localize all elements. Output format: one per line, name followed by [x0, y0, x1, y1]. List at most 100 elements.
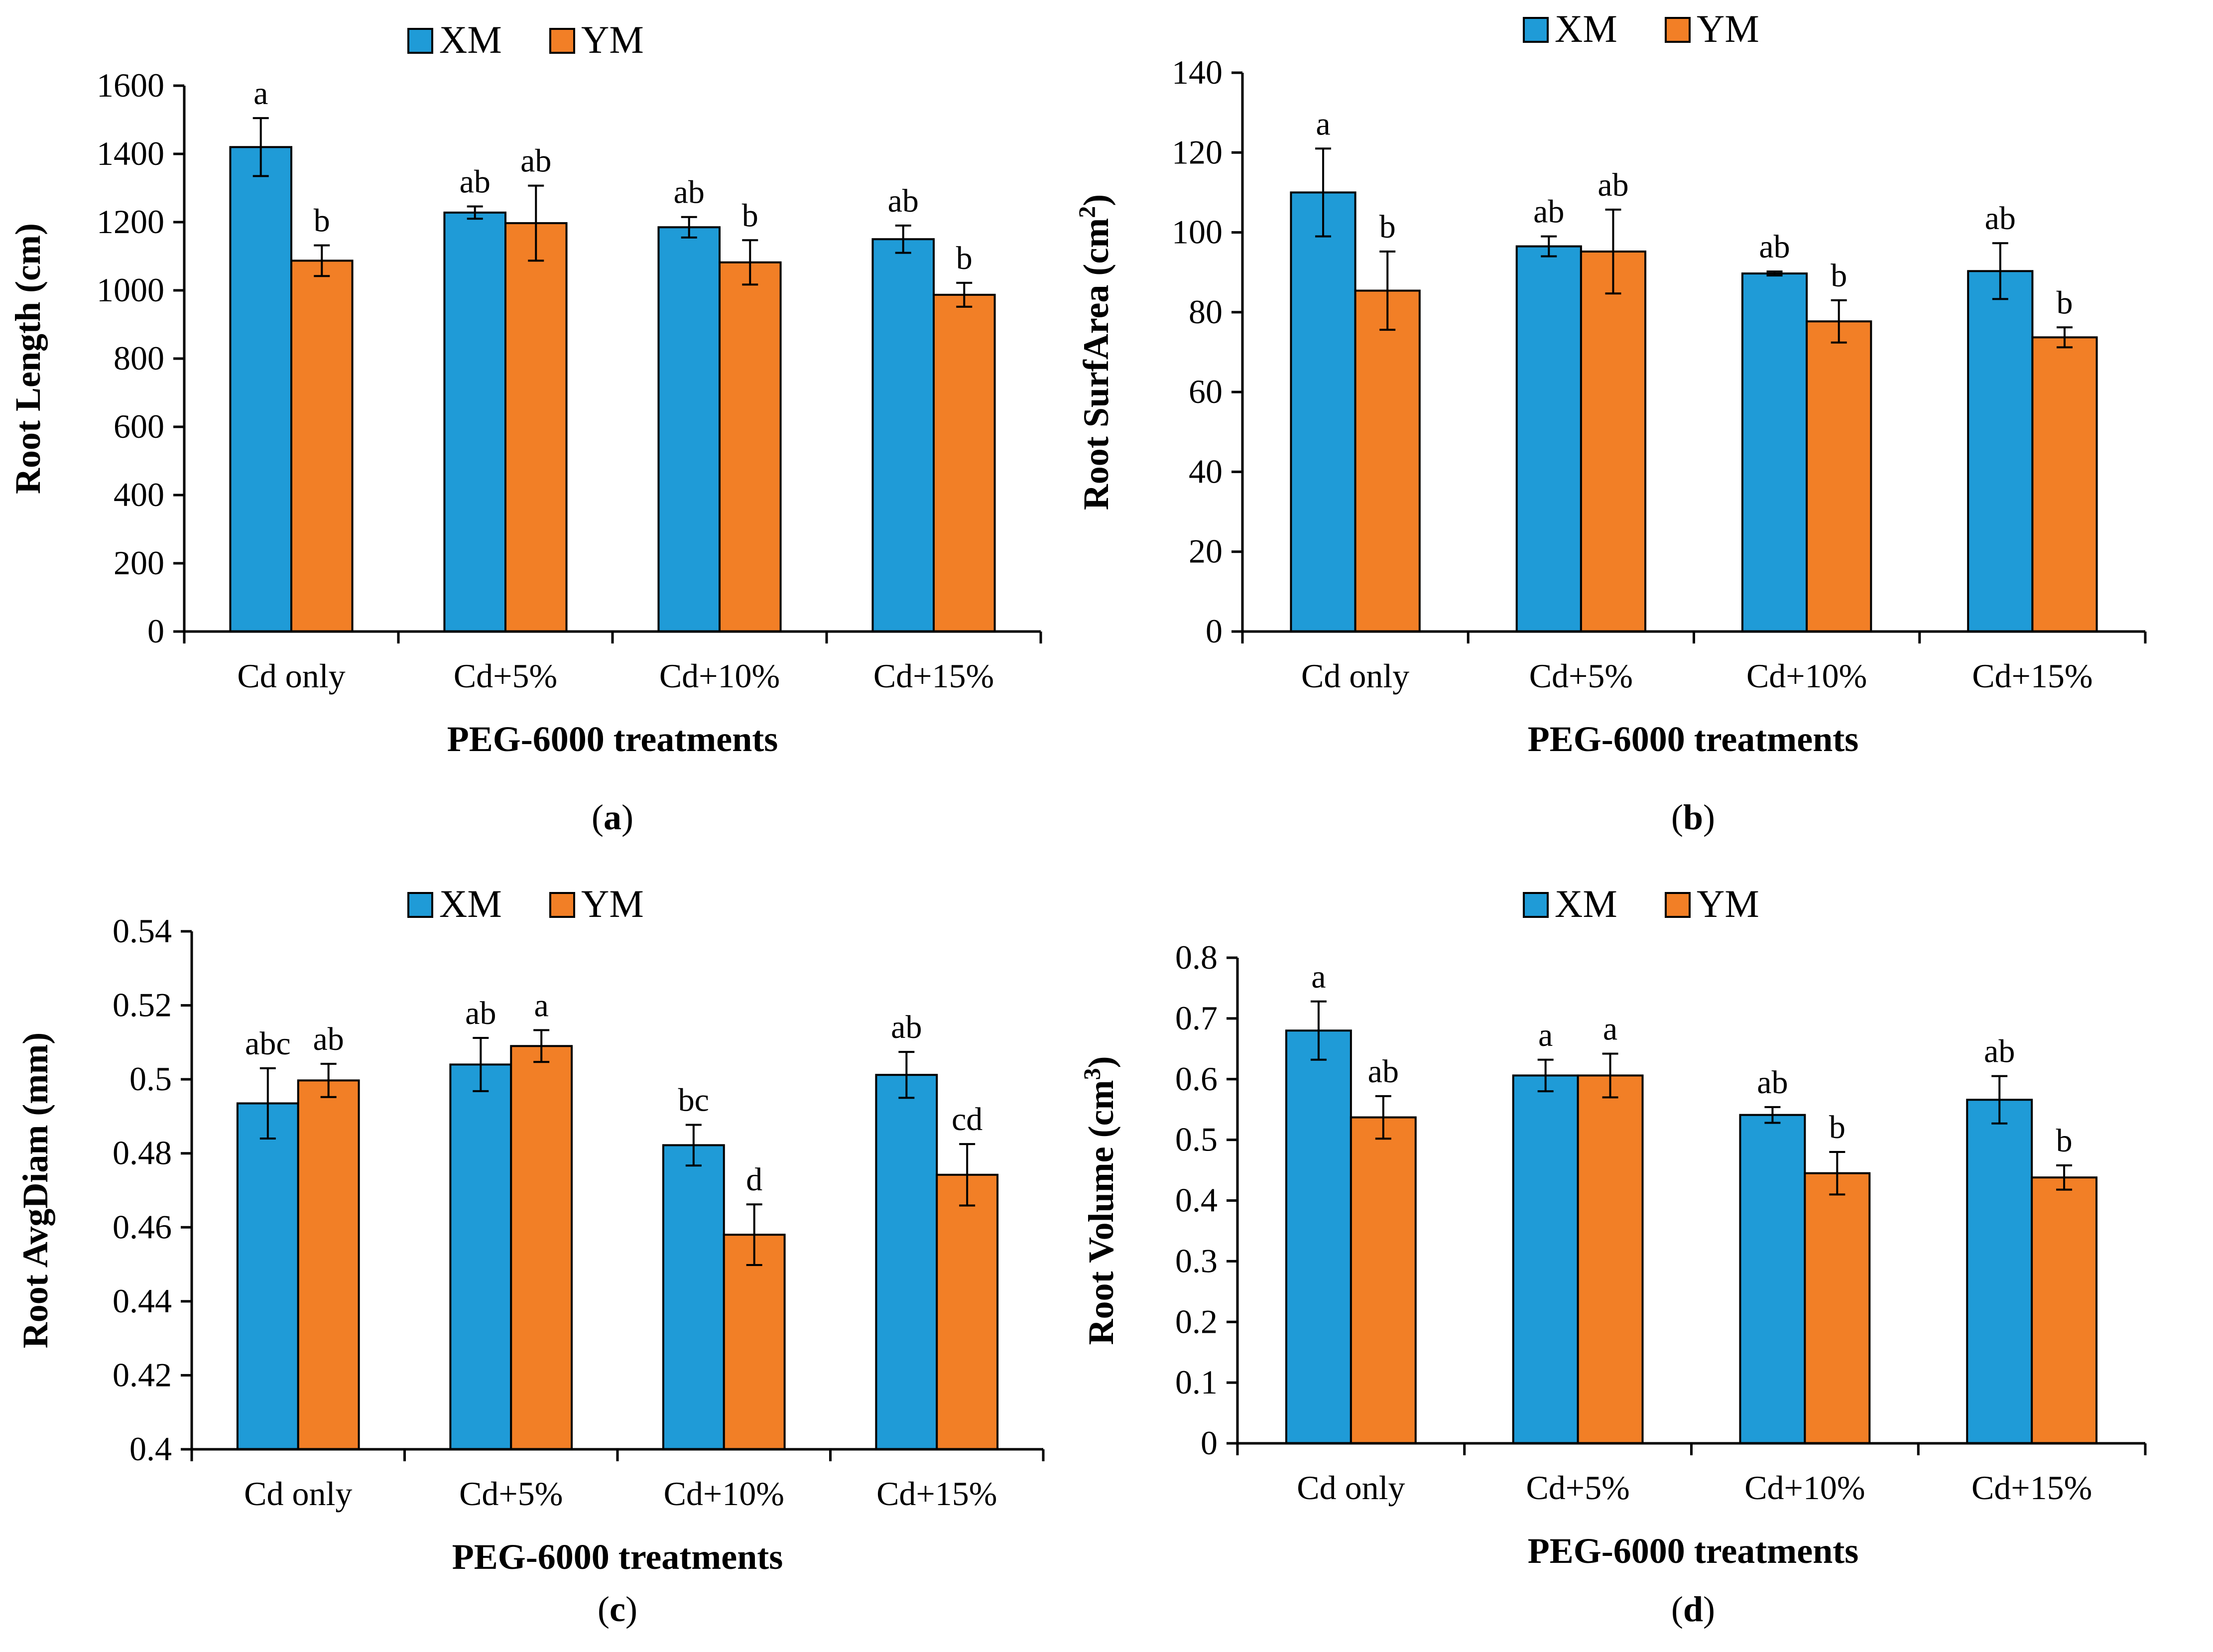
legend: XM YM — [407, 882, 644, 925]
y-tick-label: 0.4 — [1175, 1181, 1218, 1219]
panel-label: (c) — [598, 1589, 637, 1629]
x-tick-label: Cd only — [237, 657, 345, 695]
significance-label: ab — [460, 163, 491, 200]
y-tick-label: 0.54 — [113, 912, 172, 950]
bar-ym-0 — [1354, 289, 1421, 633]
significance-label: ab — [888, 183, 919, 219]
legend: XM YM — [1523, 882, 1759, 925]
x-tick-label: Cd+15% — [1972, 657, 2092, 695]
x-tick-label: Cd+5% — [1526, 1469, 1629, 1507]
significance-label: ab — [1368, 1053, 1399, 1090]
significance-label: d — [746, 1161, 762, 1198]
legend-swatch-xm — [407, 892, 433, 918]
y-tick-label: 0.46 — [113, 1208, 172, 1246]
bar-xm-3 — [875, 1074, 938, 1450]
y-tick-label: 60 — [1189, 373, 1223, 410]
y-tick-label: 0.4 — [129, 1430, 172, 1468]
legend-label-ym: YM — [581, 882, 644, 925]
panel-label: (d) — [1671, 1589, 1715, 1629]
legend-swatch-ym — [549, 892, 575, 918]
y-tick-label: 20 — [1189, 532, 1223, 570]
bar-ym-3 — [933, 293, 996, 633]
bar-ym-0 — [1350, 1116, 1417, 1444]
y-tick-label: 200 — [114, 544, 164, 582]
significance-label: a — [1603, 1011, 1617, 1047]
significance-label: ab — [313, 1021, 344, 1057]
legend-swatch-ym — [1665, 17, 1691, 43]
x-tick-label: Cd+15% — [876, 1475, 997, 1513]
bar-ym-2 — [1804, 1172, 1871, 1444]
bar-xm-2 — [1741, 272, 1808, 633]
significance-label: a — [534, 987, 549, 1023]
bar-ym-2 — [723, 1234, 786, 1450]
y-tick-label: 1000 — [97, 271, 164, 309]
y-tick-label: 0 — [1206, 612, 1223, 650]
significance-label: a — [1311, 959, 1326, 995]
bar-ym-2 — [719, 261, 782, 633]
significance-label: abc — [245, 1025, 291, 1062]
bar-xm-1 — [1512, 1074, 1579, 1444]
y-axis-label: Root SurfArea (cm2) — [1074, 194, 1116, 510]
x-axis-label: PEG-6000 treatments — [1528, 719, 1859, 759]
y-axis-label: Root Volume (cm3) — [1079, 1056, 1121, 1345]
bar-ym-0 — [290, 259, 354, 633]
x-tick-label: Cd+15% — [873, 657, 994, 695]
x-tick-label: Cd+5% — [1529, 657, 1633, 695]
bar-xm-1 — [1515, 245, 1582, 633]
legend-swatch-xm — [407, 28, 433, 54]
bar-ym-3 — [2031, 1176, 2098, 1444]
panel-label: (a) — [592, 797, 633, 837]
significance-label: b — [742, 197, 758, 234]
x-tick-label: Cd+5% — [459, 1475, 563, 1513]
significance-label: ab — [520, 143, 551, 179]
y-tick-label: 0.3 — [1175, 1242, 1218, 1279]
y-tick-label: 0 — [1201, 1424, 1218, 1462]
significance-label: ab — [1598, 167, 1628, 203]
chart-panel-d: a ab Cd only a a Cd+5% ab b Cd+10% ab b Cd+15% 0 0.1 0… — [1079, 882, 2147, 1629]
x-axis-label: PEG-6000 treatments — [447, 719, 778, 759]
y-tick-label: 600 — [114, 407, 164, 445]
bar-ym-3 — [2031, 336, 2098, 633]
legend: XM YM — [407, 18, 644, 61]
bar-ym-1 — [1580, 251, 1647, 633]
significance-label: a — [253, 75, 268, 112]
significance-label: b — [314, 203, 330, 239]
y-tick-label: 0.7 — [1175, 999, 1218, 1037]
y-tick-label: 40 — [1189, 452, 1223, 490]
x-tick-label: Cd+15% — [1971, 1469, 2092, 1507]
significance-label: ab — [1985, 200, 2016, 237]
y-axis-label: Root Length (cm) — [8, 223, 48, 494]
x-tick-label: Cd only — [1301, 657, 1409, 695]
legend-swatch-ym — [549, 28, 575, 54]
legend: XM YM — [1523, 7, 1759, 50]
significance-label: a — [1538, 1017, 1553, 1053]
y-tick-label: 0.48 — [113, 1134, 172, 1172]
y-tick-label: 0.52 — [113, 986, 172, 1024]
bar-xm-1 — [449, 1063, 512, 1450]
bar-xm-2 — [657, 226, 721, 633]
bar-ym-3 — [936, 1173, 999, 1451]
x-tick-label: Cd+10% — [1746, 657, 1867, 695]
legend-label-ym: YM — [1697, 7, 1759, 50]
significance-label: b — [956, 240, 973, 276]
legend-label-ym: YM — [581, 18, 644, 61]
legend-swatch-ym — [1665, 892, 1691, 918]
y-tick-label: 140 — [1172, 53, 1223, 91]
significance-label: b — [1829, 1109, 1845, 1145]
y-tick-label: 0.44 — [113, 1282, 172, 1320]
significance-label: ab — [674, 174, 705, 211]
bar-xm-3 — [871, 238, 935, 633]
y-axis-label: Root AvgDiam (mm) — [15, 1032, 55, 1349]
x-tick-label: Cd+10% — [659, 657, 780, 695]
y-tick-label: 0.5 — [129, 1060, 172, 1098]
y-tick-label: 1400 — [97, 134, 164, 172]
bar-xm-2 — [662, 1144, 725, 1450]
x-tick-label: Cd+10% — [1744, 1469, 1865, 1507]
significance-label: bc — [678, 1082, 709, 1119]
y-tick-label: 1600 — [97, 66, 164, 104]
y-tick-label: 800 — [114, 339, 164, 377]
y-tick-label: 100 — [1172, 213, 1223, 251]
x-tick-label: Cd+10% — [664, 1475, 784, 1513]
